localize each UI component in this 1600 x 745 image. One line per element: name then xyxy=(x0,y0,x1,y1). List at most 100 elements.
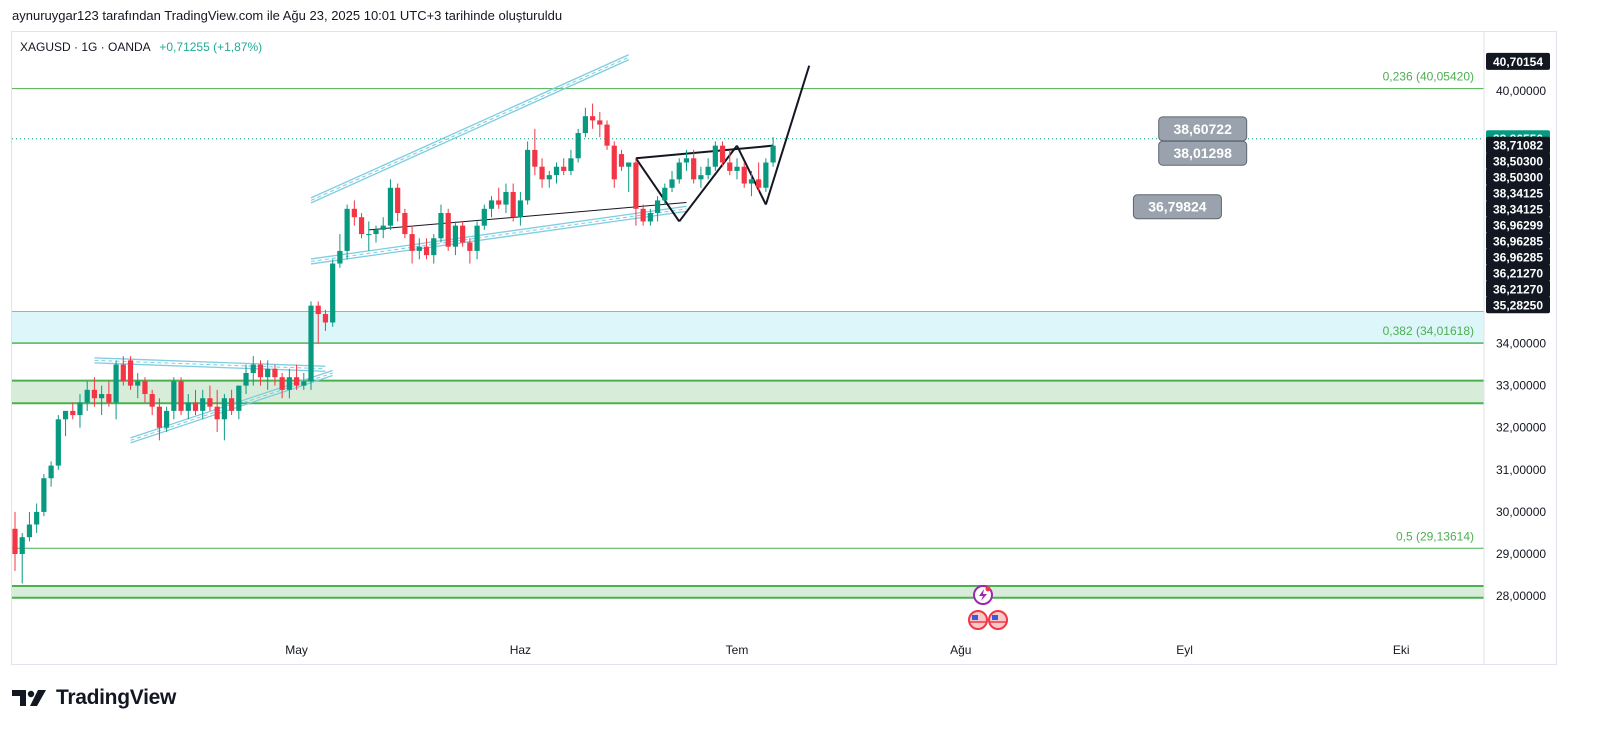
candle-body xyxy=(452,225,459,247)
price-label-text: 35,28250 xyxy=(1493,298,1543,312)
channel-line xyxy=(310,210,687,265)
time-axis: MayHazTemAğuEylEkiKas xyxy=(285,643,1409,657)
candle-body xyxy=(380,225,386,230)
candle-body xyxy=(149,394,155,407)
candle-body xyxy=(691,158,697,180)
price-label-text: 36,96285 xyxy=(1493,250,1543,264)
candle-body xyxy=(698,175,704,180)
candle-body xyxy=(286,377,292,390)
candle-body xyxy=(503,191,509,205)
candle-body xyxy=(496,200,502,205)
candle-body xyxy=(62,410,69,420)
price-label-text: 38,50300 xyxy=(1493,170,1543,184)
candle-body xyxy=(142,381,148,395)
price-label-text: 36,21270 xyxy=(1493,266,1543,280)
channel-line xyxy=(310,205,687,260)
chart-credit: aynuruygar123 tarafından TradingView.com… xyxy=(12,8,563,23)
candle-body xyxy=(293,377,300,386)
candle-body xyxy=(582,116,588,134)
x-tick-label: Tem xyxy=(726,643,749,657)
y-tick-label: 31,00000 xyxy=(1496,463,1546,477)
x-tick-label: Ağu xyxy=(950,643,971,657)
candle-body xyxy=(409,234,415,251)
price-label-box xyxy=(1486,216,1550,234)
candle-body xyxy=(445,213,451,247)
candle-body xyxy=(647,213,653,222)
candle-body xyxy=(640,208,646,222)
trendline xyxy=(368,201,687,231)
candle-body xyxy=(756,179,762,188)
price-label-text: 40,70154 xyxy=(1493,55,1543,69)
pattern-line xyxy=(678,145,738,223)
candle-body xyxy=(395,187,401,214)
price-label-text: 36,96299 xyxy=(1493,218,1543,232)
candle-body xyxy=(243,372,249,386)
candle-body xyxy=(734,166,740,171)
candle-body xyxy=(41,478,47,512)
candle-body xyxy=(77,402,83,416)
event-lightning-icon[interactable] xyxy=(973,585,993,605)
candle-body xyxy=(423,246,430,256)
candle-body xyxy=(676,162,682,180)
tradingview-logo-icon xyxy=(12,690,46,706)
candle-body xyxy=(532,149,538,167)
candle-body xyxy=(741,166,747,184)
candle-body xyxy=(55,419,61,466)
candle-body xyxy=(683,158,690,163)
price-label-box xyxy=(1486,296,1550,314)
symbol-name: XAGUSD · 1G · OANDA xyxy=(20,40,151,54)
x-tick-label: Haz xyxy=(510,643,531,657)
channel-line xyxy=(310,54,629,199)
candle-body xyxy=(178,381,184,411)
candle-body xyxy=(84,389,90,403)
candle-body xyxy=(525,149,531,201)
candle-body xyxy=(481,208,487,226)
price-axis: 28,00000 29,00000 30,00000 31,00000 32,00000… xyxy=(1483,32,1546,664)
candle-body xyxy=(575,133,581,159)
candle-body xyxy=(510,191,516,218)
candle-body xyxy=(344,208,350,251)
events-layer xyxy=(968,585,1008,630)
candle-body xyxy=(770,145,776,163)
event-us-flag-icon[interactable] xyxy=(968,610,988,630)
price-label-box xyxy=(1486,136,1550,154)
symbol-info[interactable]: XAGUSD · 1G · OANDA +0,71255 (+1,87%) xyxy=(20,40,262,54)
candle-body xyxy=(358,217,365,235)
price-label-box xyxy=(1486,232,1550,250)
candle-body xyxy=(402,213,408,235)
channel-line xyxy=(94,357,326,367)
price-label-text: 38,71082 xyxy=(1493,139,1543,153)
callout-box xyxy=(1132,194,1222,220)
candle-body xyxy=(488,200,495,209)
candle-body xyxy=(351,208,357,218)
candle-body xyxy=(727,162,733,171)
fib-label: 0,5 (29,13614) xyxy=(1396,529,1474,543)
fib-label: 0,236 (40,05420) xyxy=(1383,70,1474,84)
x-tick-label: Eyl xyxy=(1176,643,1193,657)
candle-body xyxy=(127,360,134,386)
y-tick-label: 33,00000 xyxy=(1496,379,1546,393)
price-label-box xyxy=(1486,264,1550,282)
candle-body xyxy=(200,398,206,411)
candle-body xyxy=(337,250,343,264)
y-tick-label: 28,00000 xyxy=(1496,589,1546,603)
candle-body xyxy=(618,154,625,167)
candle-body xyxy=(366,234,372,236)
pattern-line xyxy=(635,144,774,160)
candle-body xyxy=(19,537,25,555)
price-change: +0,71255 (+1,87%) xyxy=(159,40,263,54)
event-us-flag-icon[interactable] xyxy=(988,610,1008,630)
candle-body xyxy=(34,511,40,525)
candle-body xyxy=(272,368,278,378)
candle-body xyxy=(611,145,617,180)
zone-box xyxy=(12,586,1484,598)
price-label-box xyxy=(1486,168,1550,186)
tradingview-brand: TradingView xyxy=(12,686,176,710)
y-tick-label: 30,00000 xyxy=(1496,505,1546,519)
zone-box xyxy=(12,380,1484,404)
pattern-line xyxy=(764,65,811,205)
candle-body xyxy=(315,305,321,315)
x-tick-label: May xyxy=(285,643,308,657)
candle-body xyxy=(192,402,199,411)
